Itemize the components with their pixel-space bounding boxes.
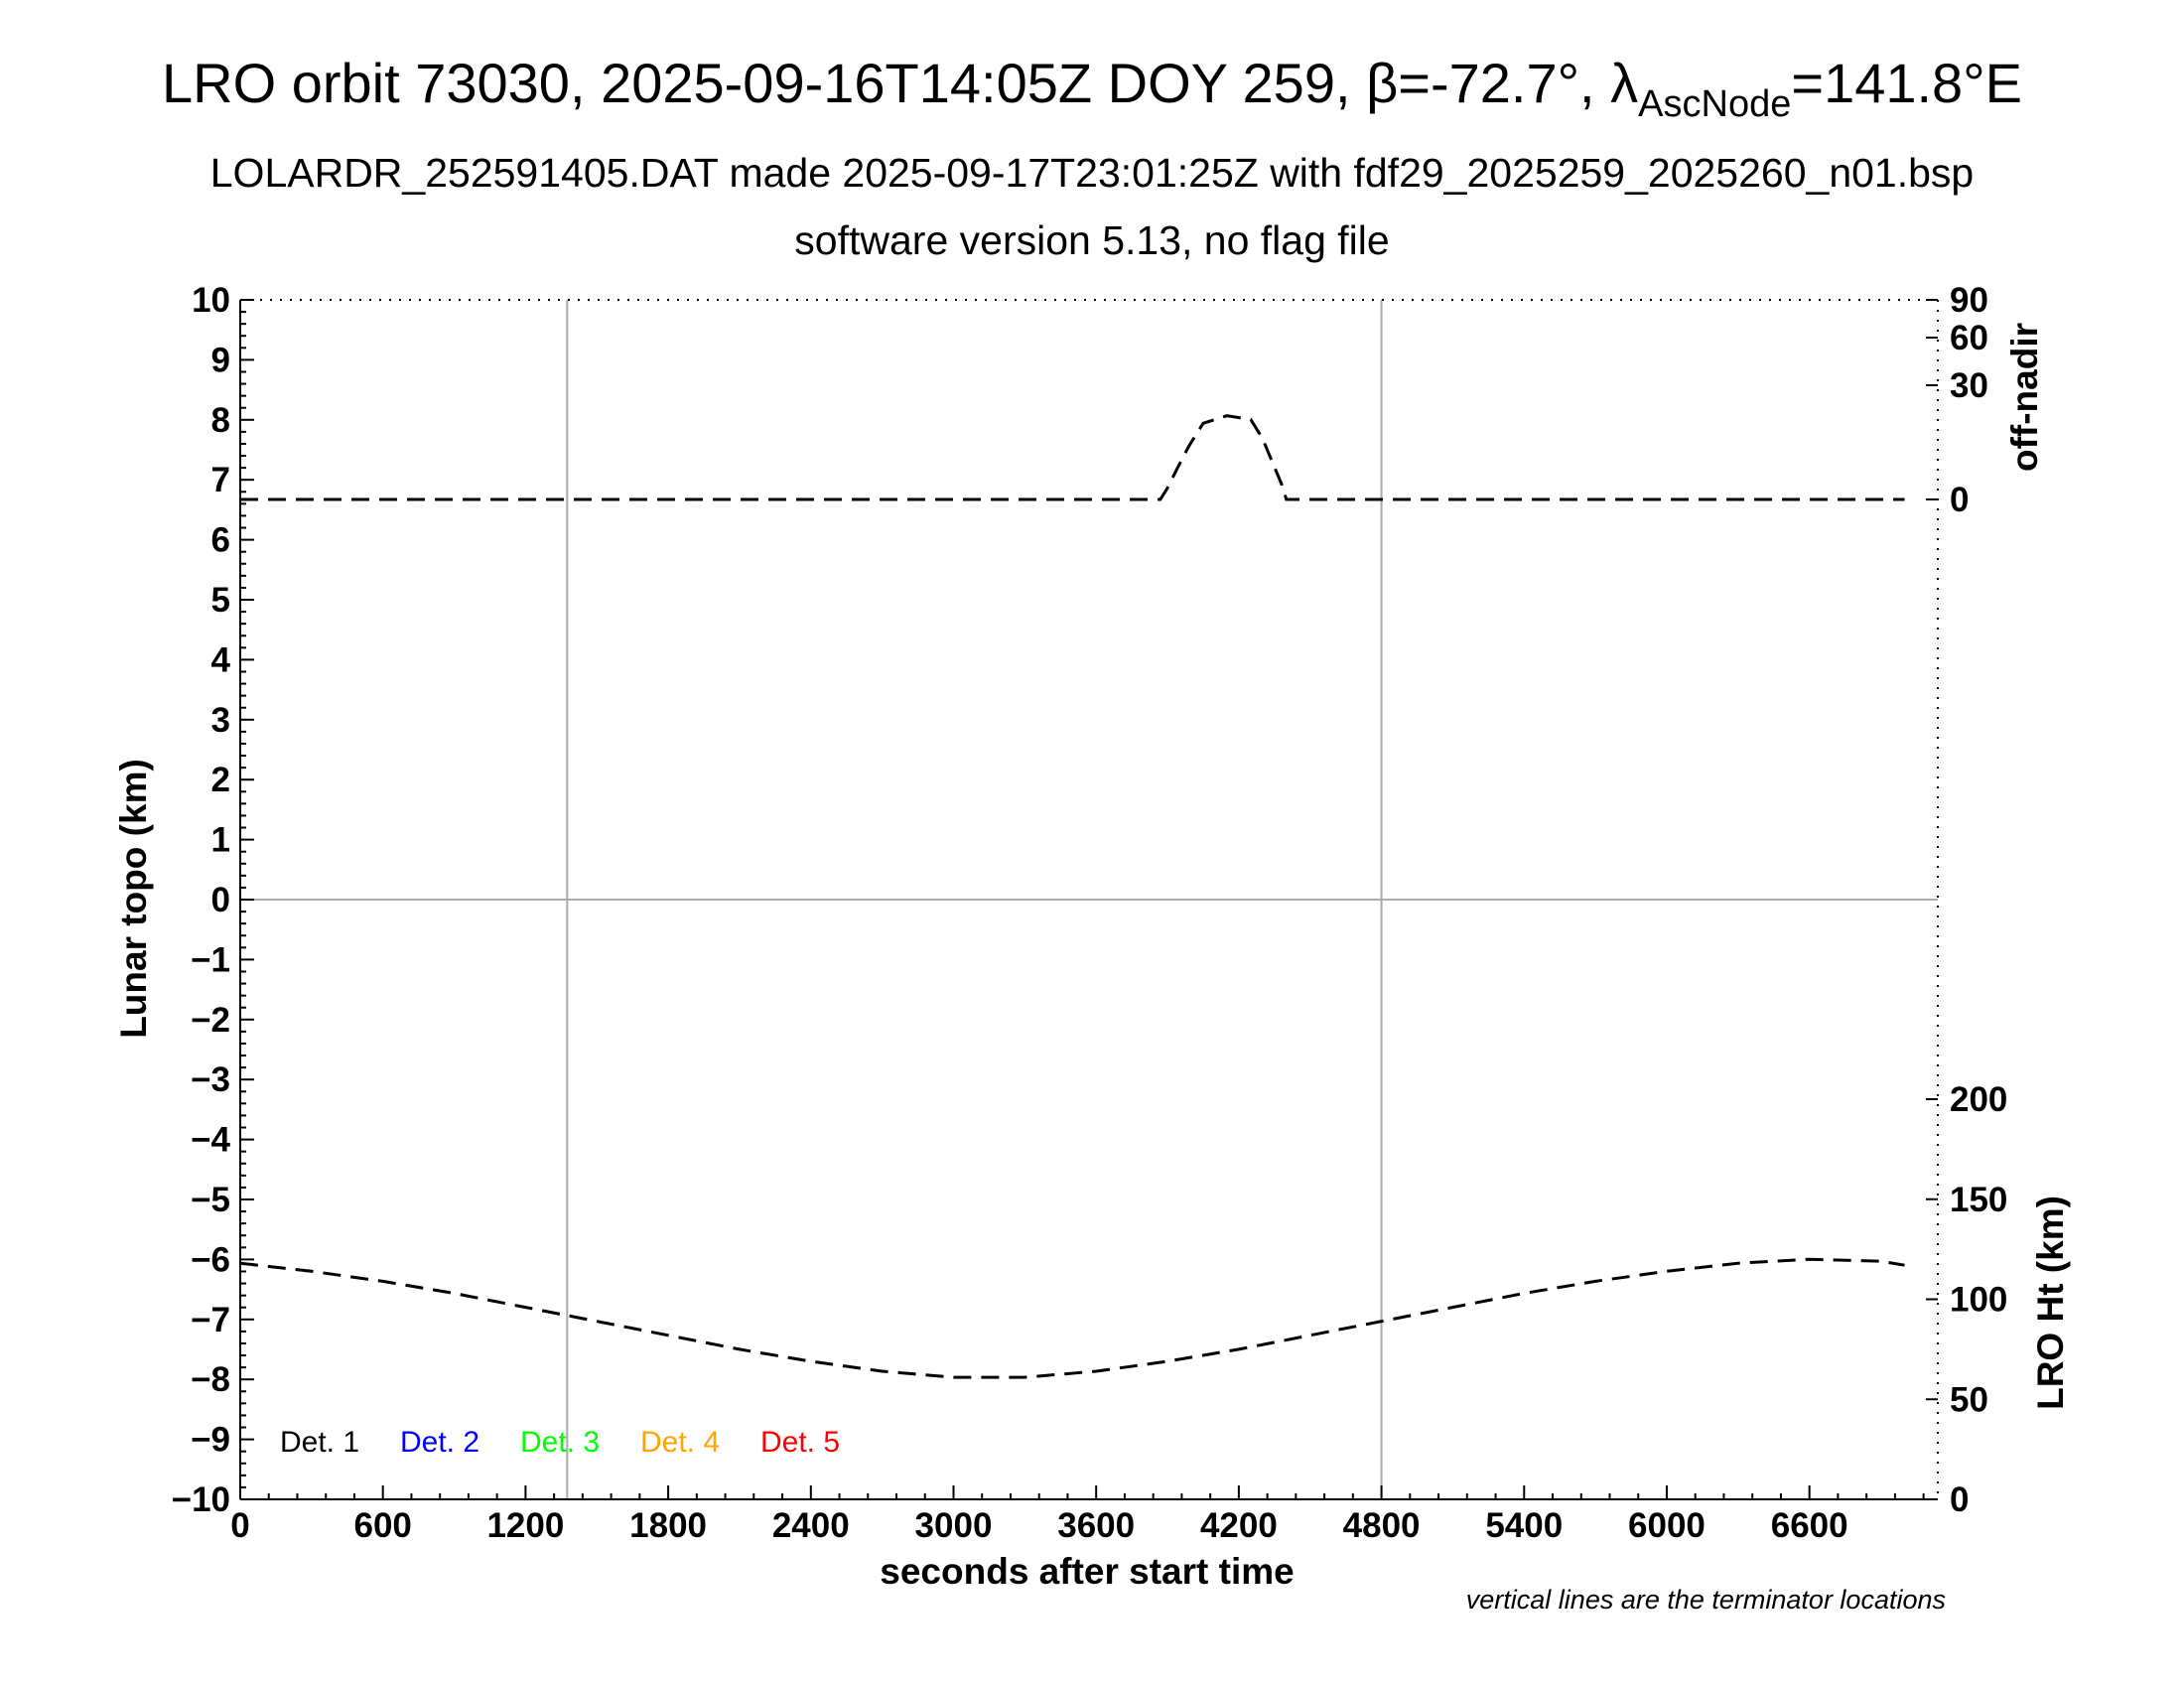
- y-tick-label: −4: [191, 1121, 230, 1160]
- y-tick-label: −8: [191, 1360, 230, 1399]
- off-nadir-tick-label: 90: [1950, 281, 1988, 320]
- x-tick-label: 4800: [1343, 1506, 1421, 1545]
- y-tick-label: −9: [191, 1421, 230, 1460]
- legend-entry: Det. 2: [400, 1426, 479, 1459]
- legend: Det. 1 Det. 2 Det. 3 Det. 4 Det. 5: [280, 1426, 840, 1459]
- legend-entry: Det. 4: [640, 1426, 720, 1459]
- x-tick-label: 0: [230, 1506, 249, 1545]
- x-axis-title: seconds after start time: [880, 1551, 1294, 1592]
- legend-entry: Det. 3: [520, 1426, 600, 1459]
- off-nadir-series-line: [240, 414, 1905, 501]
- chart-title-main: LRO orbit 73030, 2025-09-16T14:05Z DOY 2…: [162, 52, 1639, 114]
- y-tick-label: 7: [211, 461, 230, 499]
- y-tick-label: 2: [211, 761, 230, 799]
- y-tick-label: 0: [211, 881, 230, 919]
- legend-entry: Det. 1: [280, 1426, 359, 1459]
- y-tick-label: −2: [191, 1001, 230, 1040]
- y-tick-label: 8: [211, 401, 230, 440]
- y-tick-label: 6: [211, 521, 230, 560]
- y-tick-label: −5: [191, 1181, 230, 1219]
- x-tick-label: 600: [353, 1506, 411, 1545]
- off-nadir-tick-label: 30: [1950, 366, 1988, 405]
- tick-marks: [239, 299, 1938, 1500]
- y-tick-label: 5: [211, 581, 230, 620]
- chart-title-tail: =141.8°E: [1791, 52, 2022, 114]
- lro-height-series-line: [239, 1257, 1905, 1379]
- x-tick-label: 5400: [1485, 1506, 1563, 1545]
- y-tick-label: 3: [211, 701, 230, 740]
- y-tick-label: −3: [191, 1060, 230, 1099]
- y-tick-label: −7: [191, 1301, 230, 1339]
- x-tick-label: 6000: [1628, 1506, 1706, 1545]
- y-axis-title-right-top: off-nadir: [2004, 323, 2045, 472]
- lro-ht-tick-label: 0: [1950, 1480, 1969, 1519]
- x-tick-label: 1800: [629, 1506, 707, 1545]
- chart-title: LRO orbit 73030, 2025-09-16T14:05Z DOY 2…: [0, 52, 2184, 123]
- y-axis-title-right-bottom: LRO Ht (km): [2030, 1196, 2071, 1410]
- series-lines: [239, 414, 1905, 1379]
- lro-ht-tick-label: 200: [1950, 1080, 2007, 1119]
- y-tick-label: −6: [191, 1240, 230, 1279]
- y-tick-label: 10: [192, 281, 230, 320]
- x-tick-label: 2400: [772, 1506, 850, 1545]
- x-tick-label: 1200: [486, 1506, 564, 1545]
- y-tick-label: −10: [172, 1480, 230, 1519]
- lro-ht-tick-label: 150: [1950, 1181, 2007, 1219]
- y-tick-label: 4: [211, 640, 231, 679]
- chart-subtitle-software: software version 5.13, no flag file: [794, 217, 1390, 263]
- legend-entry: Det. 5: [760, 1426, 840, 1459]
- lro-ht-tick-label: 50: [1950, 1380, 1988, 1419]
- y-tick-label: 1: [211, 821, 230, 860]
- x-tick-label: 4200: [1200, 1506, 1278, 1545]
- off-nadir-tick-label: 60: [1950, 319, 1988, 357]
- off-nadir-tick-label: 0: [1950, 481, 1969, 519]
- y-tick-label: −1: [191, 940, 230, 979]
- footnote: vertical lines are the terminator locati…: [1466, 1585, 1946, 1615]
- chart-subtitle-file: LOLARDR_252591405.DAT made 2025-09-17T23…: [209, 150, 1975, 196]
- y-axis-title-left: Lunar topo (km): [113, 759, 154, 1039]
- lro-ht-tick-label: 100: [1950, 1281, 2007, 1320]
- x-tick-label: 3600: [1057, 1506, 1135, 1545]
- x-tick-label: 6600: [1771, 1506, 1848, 1545]
- x-tick-label: 3000: [915, 1506, 993, 1545]
- y-tick-label: 9: [211, 341, 230, 379]
- chart-title-subscript: AscNode: [1638, 83, 1792, 125]
